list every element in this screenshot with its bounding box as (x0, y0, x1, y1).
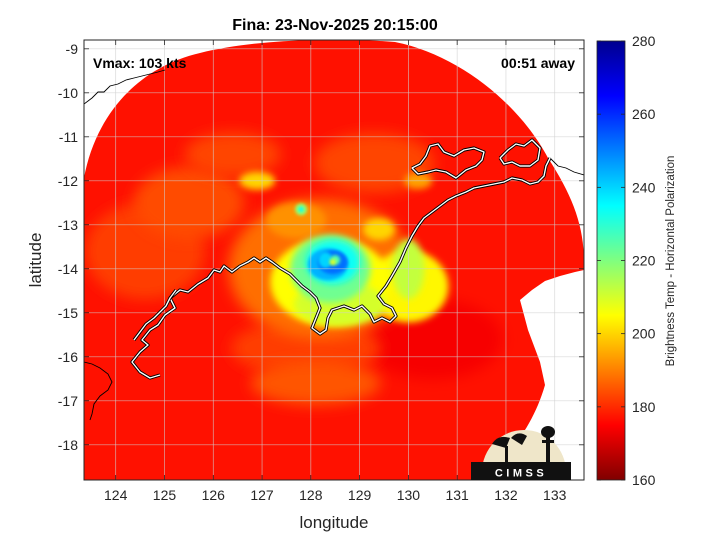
logo-building (471, 462, 571, 480)
logo-text: CIMSS (495, 468, 547, 480)
y-tick-label-3: -12 (58, 173, 78, 189)
logo-dish-mast (505, 446, 508, 462)
chart-title: Fina: 23-Nov-2025 20:15:00 (232, 17, 438, 34)
y-tick-label-1: -10 (58, 85, 78, 101)
brightness-temp-swath (84, 40, 584, 480)
coastline-outside-1 (84, 361, 113, 421)
x-tick-label-8: 132 (494, 487, 518, 503)
coastline-0 (131, 157, 551, 379)
coastline-outside-2 (549, 157, 584, 176)
vmax-label: Vmax: 103 kts (93, 55, 187, 71)
y-tick-label-8: -17 (58, 393, 78, 409)
colorbar-label: Brightness Temp - Horizontal Polarizatio… (665, 156, 677, 367)
logo-dish-right (511, 433, 527, 445)
logo-dish-left (492, 436, 510, 448)
colorbar-ticks: 160 180 200 220 240 260 280 (597, 33, 656, 488)
colorbar-tick-label-3: 220 (632, 253, 656, 269)
colorbar-tick-label-1: 180 (632, 399, 656, 415)
colorbar-tick-label-4: 240 (632, 179, 656, 195)
y-tick-label-5: -14 (58, 261, 78, 277)
x-tick-label-9: 133 (543, 487, 567, 503)
coastline-outside-0 (84, 69, 166, 105)
swath-fill (84, 40, 584, 480)
temp-cell-20 (318, 252, 333, 268)
temp-cell-1 (133, 166, 244, 239)
temp-cell-5 (314, 133, 435, 194)
colorbar: 160 180 200 220 240 260 280 Brightness Temp - … (596, 33, 677, 488)
time-offset-label: 00:51 away (501, 55, 575, 71)
coastlines (84, 69, 584, 421)
y-tick-label-9: -18 (58, 437, 78, 453)
logo-tower-leg (542, 440, 554, 443)
logo-tower (546, 435, 550, 462)
coastline-1 (411, 143, 485, 179)
x-tick-label-4: 128 (299, 487, 323, 503)
temp-cell-22 (329, 259, 336, 266)
y-tick-label-7: -16 (58, 349, 78, 365)
colorbar-tick-label-0: 160 (632, 472, 656, 488)
cimss-logo: CIMSS (471, 426, 571, 480)
temp-cell-8 (266, 202, 327, 239)
axis-ticks: 124 125 126 127 128 129 130 131 132 133 -9 -10 -11 -1… (58, 40, 584, 503)
y-tick-label-2: -11 (59, 129, 78, 145)
x-tick-label-1: 125 (153, 487, 177, 503)
colorbar-tick-label-5: 260 (632, 106, 656, 122)
colorbar-gradient (596, 40, 626, 481)
plot-frame (83, 39, 585, 481)
x-tick-label-3: 127 (250, 487, 274, 503)
y-tick-label-0: -9 (66, 41, 79, 57)
y-axis-label: latitude (26, 233, 45, 288)
coastline-2 (499, 139, 541, 167)
x-tick-label-5: 129 (348, 487, 372, 503)
temp-cell-4 (250, 361, 381, 406)
logo-tower-tank (541, 426, 555, 438)
x-axis-label: longitude (299, 513, 368, 532)
x-tick-label-7: 131 (445, 487, 469, 503)
colorbar-tick-label-2: 200 (632, 326, 656, 342)
plot-area: 124 125 126 127 128 129 130 131 132 133 -9 -10 -11 -1… (58, 39, 585, 503)
y-tick-label-4: -13 (58, 217, 78, 233)
x-tick-label-0: 124 (104, 487, 128, 503)
temp-cell-10 (363, 218, 396, 241)
temp-cell-6 (184, 132, 281, 177)
temp-cell-24 (298, 206, 304, 212)
x-tick-label-2: 126 (202, 487, 226, 503)
y-tick-label-6: -15 (58, 305, 78, 321)
coastline-3 (133, 289, 177, 341)
x-tick-label-6: 130 (397, 487, 421, 503)
colorbar-tick-label-6: 280 (632, 33, 656, 49)
